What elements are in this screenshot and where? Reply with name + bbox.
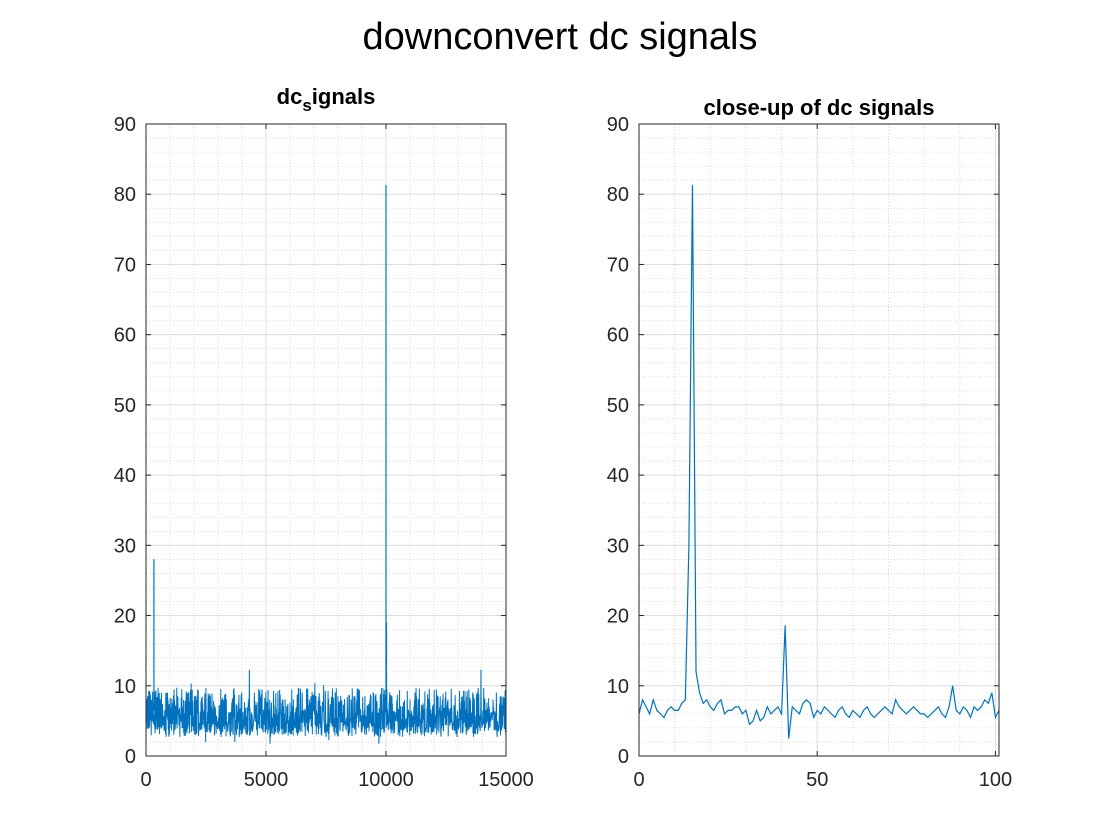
y-tick-label: 90 (114, 114, 136, 136)
data-layer (146, 185, 506, 744)
y-tick-label: 10 (607, 676, 629, 698)
plot-area (639, 124, 999, 756)
series-noise (146, 669, 506, 744)
series-line (639, 185, 999, 739)
y-tick-label: 20 (114, 606, 136, 628)
axes-box (145, 123, 507, 757)
y-tick-label: 40 (114, 465, 136, 487)
y-tick-label: 0 (618, 746, 629, 768)
y-tick-label: 70 (607, 254, 629, 276)
y-tick-label: 10 (114, 676, 136, 698)
y-tick-label: 50 (607, 395, 629, 417)
x-tick-label: 50 (806, 769, 828, 791)
y-tick-label: 60 (607, 325, 629, 347)
y-tick-label: 0 (125, 746, 136, 768)
y-tick-label: 30 (114, 535, 136, 557)
data-layer (639, 185, 999, 739)
x-tick-label: 5000 (244, 769, 289, 791)
y-tick-label: 30 (607, 535, 629, 557)
axes-box (638, 123, 1000, 757)
left-axes: 0 10 20 30 40 50 60 70 80 90 0 5000 10000 15000 dcsign… (114, 84, 534, 791)
plot-area (146, 124, 506, 756)
y-tick-label: 70 (114, 254, 136, 276)
axes-title: close-up of dc signals (703, 95, 934, 120)
y-tick-label: 20 (607, 606, 629, 628)
x-tick-label: 100 (979, 769, 1012, 791)
y-tick-label: 90 (607, 114, 629, 136)
y-tick-label: 40 (607, 465, 629, 487)
figure-title: downconvert dc signals (362, 16, 758, 58)
right-axes: 0 10 20 30 40 50 60 70 80 90 0 50 100 close-up of dc … (607, 95, 1012, 791)
y-tick-label: 50 (114, 395, 136, 417)
x-tick-label: 0 (633, 769, 644, 791)
x-tick-label: 15000 (478, 769, 534, 791)
y-tick-label: 80 (114, 184, 136, 206)
y-tick-label: 80 (607, 184, 629, 206)
axes-title: dcsignals (277, 84, 376, 115)
x-tick-label: 0 (140, 769, 151, 791)
x-tick-label: 10000 (358, 769, 414, 791)
y-tick-label: 60 (114, 325, 136, 347)
